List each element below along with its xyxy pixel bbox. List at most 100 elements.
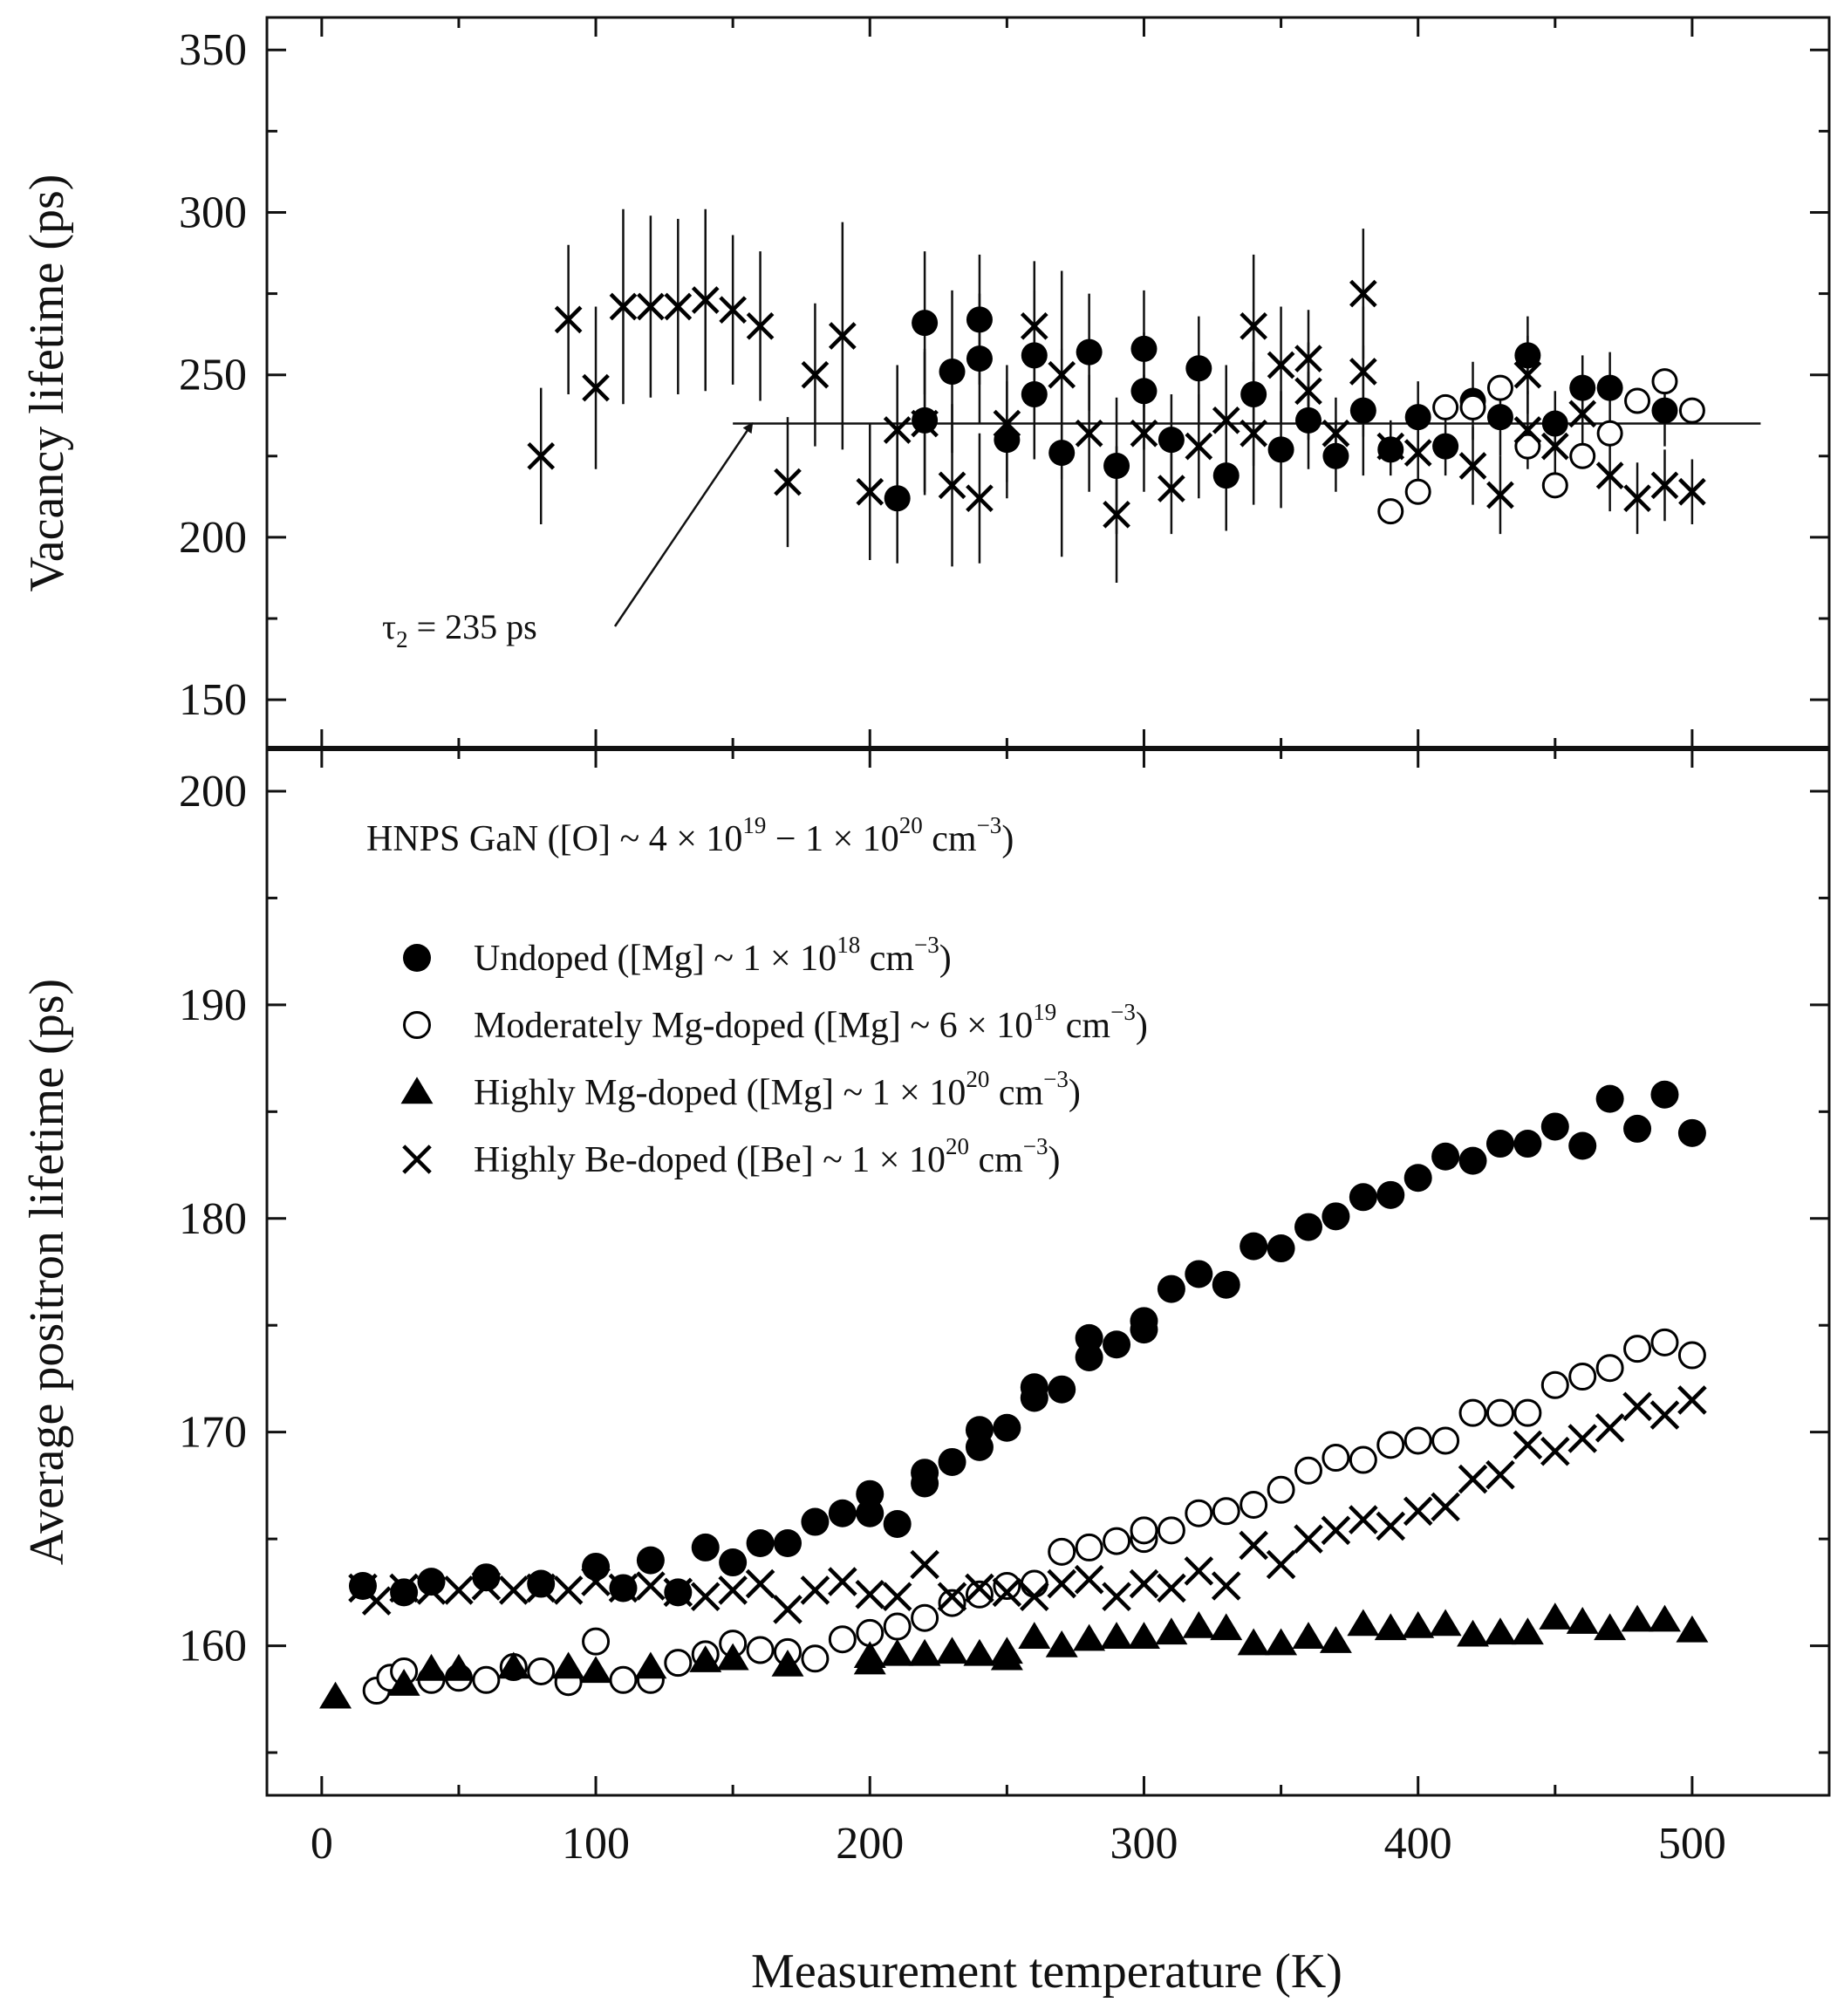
bottom-point-moderately-mg-doped — [1349, 1445, 1377, 1474]
bottom-point-highly-mg-doped — [1292, 1622, 1325, 1649]
bottom-point-undoped — [1568, 1131, 1597, 1160]
bottom-point-moderately-mg-doped — [527, 1657, 556, 1685]
bottom-point-moderately-mg-doped — [746, 1636, 775, 1664]
bottom-point-highly-be-doped — [1485, 1459, 1515, 1490]
top-point-undoped — [1103, 452, 1130, 479]
bottom-point-undoped — [965, 1432, 994, 1461]
top-axis-ticks — [267, 17, 1831, 748]
bottom-point-highly-mg-doped — [634, 1651, 667, 1679]
bottom-point-undoped — [1322, 1202, 1350, 1231]
bottom-point-moderately-mg-doped — [1376, 1431, 1405, 1459]
bottom-point-highly-mg-doped — [716, 1643, 749, 1671]
bottom-point-highly-mg-doped — [497, 1651, 530, 1679]
bottom-point-undoped — [527, 1569, 556, 1598]
bottom-point-undoped — [1212, 1270, 1240, 1299]
bottom-point-highly-be-doped — [828, 1567, 857, 1596]
bottom-point-undoped — [746, 1529, 775, 1558]
bottom-point-undoped — [1048, 1375, 1076, 1404]
top-y-tick-labels: 150 200 250 300 350 — [179, 25, 247, 725]
bottom-y-tick-label: 180 — [179, 1194, 247, 1244]
bottom-point-moderately-mg-doped — [1075, 1533, 1103, 1562]
bottom-point-moderately-mg-doped — [1595, 1354, 1624, 1383]
top-point-moderately-mg-doped — [1569, 442, 1596, 469]
top-point-undoped — [1377, 436, 1404, 463]
bottom-point-highly-be-doped — [690, 1582, 721, 1612]
top-point-highly-be-doped — [746, 311, 775, 340]
top-point-highly-be-doped — [1349, 358, 1377, 386]
top-point-highly-be-doped — [1212, 406, 1240, 434]
x-tick-label: 400 — [1384, 1819, 1452, 1869]
bottom-point-highly-be-doped — [1677, 1385, 1707, 1415]
bottom-point-highly-be-doped — [498, 1575, 529, 1605]
bottom-point-undoped — [1595, 1084, 1624, 1113]
bottom-y-tick-label: 160 — [179, 1622, 247, 1671]
bottom-point-moderately-mg-doped — [1431, 1426, 1460, 1455]
bottom-point-highly-be-doped — [1567, 1424, 1598, 1453]
top-point-undoped — [1185, 355, 1212, 382]
bottom-point-undoped — [938, 1447, 966, 1476]
bottom-point-highly-be-doped — [1458, 1464, 1488, 1494]
bottom-point-undoped — [1540, 1112, 1569, 1141]
bottom-point-undoped — [1403, 1164, 1432, 1193]
bottom-point-highly-mg-doped — [1045, 1630, 1078, 1657]
top-point-moderately-mg-doped — [1541, 472, 1568, 499]
bottom-point-moderately-mg-doped — [472, 1665, 501, 1694]
x-tick-label: 300 — [1110, 1819, 1178, 1869]
bottom-point-undoped — [719, 1548, 748, 1577]
top-point-highly-be-doped — [1650, 471, 1679, 500]
top-point-highly-be-doped — [637, 292, 665, 321]
top-point-highly-be-doped — [1075, 419, 1103, 448]
bottom-point-highly-mg-doped — [387, 1669, 420, 1696]
bottom-point-highly-be-doped — [581, 1567, 611, 1596]
bottom-point-highly-be-doped — [1239, 1530, 1268, 1561]
bottom-point-highly-be-doped — [1074, 1564, 1104, 1595]
top-point-undoped — [1021, 381, 1048, 408]
bottom-point-moderately-mg-doped — [1650, 1328, 1679, 1357]
legend-markers — [400, 944, 434, 1174]
x-tick-label: 200 — [836, 1819, 904, 1869]
bottom-point-highly-be-doped — [1403, 1496, 1433, 1527]
bottom-point-highly-be-doped — [910, 1549, 939, 1580]
bottom-point-highly-mg-doped — [771, 1650, 804, 1677]
top-point-moderately-mg-doped — [1459, 393, 1486, 420]
x-axis-title: Measurement temperature (K) — [751, 1944, 1342, 1999]
top-point-moderately-mg-doped — [1486, 374, 1513, 401]
top-point-undoped — [1349, 397, 1376, 424]
legend-undoped: Undoped ([Mg] ~ 1 × 1018 cm−3) — [474, 932, 952, 979]
top-point-highly-be-doped — [609, 292, 638, 321]
top-point-undoped — [884, 485, 911, 512]
bottom-point-highly-be-doped — [1211, 1571, 1241, 1601]
bottom-y-tick-label: 200 — [179, 767, 247, 817]
bottom-point-highly-be-doped — [416, 1575, 447, 1605]
top-point-highly-be-doped — [1240, 311, 1267, 340]
top-point-highly-be-doped — [1595, 461, 1624, 489]
bottom-y-tick-labels: 160 170 180 190 200 — [179, 767, 247, 1671]
bottom-point-highly-mg-doped — [415, 1653, 448, 1681]
bottom-point-highly-be-doped — [937, 1582, 967, 1612]
bottom-point-highly-mg-doped — [853, 1647, 886, 1675]
top-y-tick-label: 250 — [179, 351, 247, 400]
bottom-point-highly-mg-doped — [1621, 1604, 1654, 1632]
top-point-undoped — [1596, 374, 1623, 401]
bottom-point-highly-be-doped — [361, 1586, 392, 1616]
bottom-point-undoped — [774, 1529, 802, 1558]
bottom-point-undoped — [1130, 1316, 1158, 1344]
bottom-point-undoped — [691, 1533, 720, 1562]
top-point-highly-be-doped — [1678, 477, 1706, 506]
bottom-point-highly-be-doped — [1266, 1549, 1296, 1580]
x-tick-labels: 0 100 200 300 400 500 — [311, 1819, 1726, 1869]
bottom-point-highly-mg-doped — [1648, 1604, 1681, 1632]
bottom-point-highly-be-doped — [1513, 1430, 1543, 1460]
bottom-point-undoped — [1485, 1130, 1514, 1158]
top-point-highly-be-doped — [527, 441, 556, 470]
bottom-point-highly-be-doped — [1431, 1492, 1460, 1522]
top-point-highly-be-doped — [1403, 439, 1432, 467]
bottom-point-highly-mg-doped — [1402, 1610, 1435, 1638]
bottom-point-undoped — [472, 1563, 501, 1592]
bottom-point-moderately-mg-doped — [1157, 1516, 1185, 1545]
top-y-tick-label: 150 — [179, 675, 247, 725]
bottom-point-highly-be-doped — [1184, 1556, 1214, 1586]
top-point-highly-be-doped — [582, 373, 610, 402]
bottom-point-moderately-mg-doped — [993, 1572, 1021, 1600]
bottom-point-moderately-mg-doped — [1267, 1475, 1295, 1504]
